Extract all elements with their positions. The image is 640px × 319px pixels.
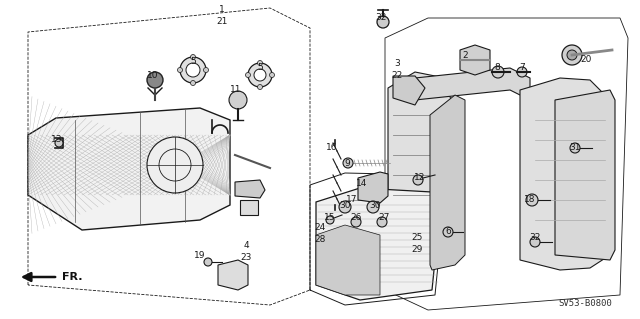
Text: SV53-B0800: SV53-B0800 bbox=[558, 299, 612, 308]
Text: 12: 12 bbox=[414, 174, 426, 182]
Text: 6: 6 bbox=[445, 227, 451, 236]
Circle shape bbox=[492, 66, 504, 78]
Text: 3: 3 bbox=[394, 58, 400, 68]
Circle shape bbox=[351, 217, 361, 227]
Circle shape bbox=[257, 85, 262, 90]
Circle shape bbox=[246, 72, 250, 78]
Text: 23: 23 bbox=[240, 254, 252, 263]
Circle shape bbox=[191, 80, 195, 85]
Text: 27: 27 bbox=[378, 213, 390, 222]
Text: 1: 1 bbox=[219, 5, 225, 14]
Polygon shape bbox=[235, 180, 265, 198]
Circle shape bbox=[55, 139, 63, 147]
Circle shape bbox=[567, 50, 577, 60]
Text: 30: 30 bbox=[369, 201, 381, 210]
Polygon shape bbox=[460, 45, 490, 75]
Polygon shape bbox=[430, 95, 465, 270]
Text: 18: 18 bbox=[524, 196, 536, 204]
Text: 32: 32 bbox=[375, 13, 387, 23]
Text: 7: 7 bbox=[519, 63, 525, 72]
Circle shape bbox=[204, 258, 212, 266]
Text: 2: 2 bbox=[462, 50, 468, 60]
Circle shape bbox=[257, 61, 262, 65]
Text: 9: 9 bbox=[344, 159, 350, 167]
Text: 15: 15 bbox=[324, 213, 336, 222]
Circle shape bbox=[229, 91, 247, 109]
Circle shape bbox=[186, 63, 200, 77]
Polygon shape bbox=[240, 200, 258, 215]
Polygon shape bbox=[555, 90, 615, 260]
Circle shape bbox=[147, 72, 163, 88]
Text: 10: 10 bbox=[147, 70, 159, 79]
Text: 29: 29 bbox=[412, 246, 422, 255]
Text: 28: 28 bbox=[314, 235, 326, 244]
Text: 22: 22 bbox=[392, 71, 403, 80]
Circle shape bbox=[343, 158, 353, 168]
Circle shape bbox=[191, 55, 195, 60]
Circle shape bbox=[367, 201, 379, 213]
Text: 11: 11 bbox=[230, 85, 242, 94]
Text: 30: 30 bbox=[339, 201, 351, 210]
Circle shape bbox=[413, 175, 423, 185]
Circle shape bbox=[177, 68, 182, 72]
Circle shape bbox=[377, 16, 389, 28]
Text: 13: 13 bbox=[51, 136, 63, 145]
Text: 25: 25 bbox=[412, 234, 422, 242]
Circle shape bbox=[443, 227, 453, 237]
Circle shape bbox=[562, 45, 582, 65]
Polygon shape bbox=[218, 260, 248, 290]
Text: 4: 4 bbox=[243, 241, 249, 250]
Polygon shape bbox=[520, 78, 610, 270]
Text: 17: 17 bbox=[346, 196, 358, 204]
Text: 32: 32 bbox=[529, 234, 541, 242]
Circle shape bbox=[180, 57, 206, 83]
Circle shape bbox=[570, 143, 580, 153]
Text: 20: 20 bbox=[580, 56, 592, 64]
Text: 5: 5 bbox=[257, 63, 263, 72]
Circle shape bbox=[248, 63, 272, 87]
Circle shape bbox=[254, 69, 266, 81]
Circle shape bbox=[269, 72, 275, 78]
Text: 21: 21 bbox=[216, 18, 228, 26]
Polygon shape bbox=[358, 172, 388, 203]
Circle shape bbox=[204, 68, 209, 72]
Polygon shape bbox=[415, 68, 530, 100]
Text: 8: 8 bbox=[494, 63, 500, 72]
Text: 14: 14 bbox=[356, 179, 368, 188]
Text: 24: 24 bbox=[314, 224, 326, 233]
Circle shape bbox=[339, 201, 351, 213]
Text: 26: 26 bbox=[350, 213, 362, 222]
Polygon shape bbox=[28, 108, 230, 230]
Polygon shape bbox=[316, 188, 440, 300]
Polygon shape bbox=[388, 72, 455, 275]
Circle shape bbox=[526, 194, 538, 206]
Polygon shape bbox=[393, 76, 425, 105]
Polygon shape bbox=[316, 225, 380, 295]
Text: 16: 16 bbox=[326, 144, 338, 152]
Circle shape bbox=[326, 216, 334, 224]
Circle shape bbox=[147, 137, 203, 193]
Text: 19: 19 bbox=[195, 251, 205, 261]
Circle shape bbox=[377, 217, 387, 227]
Circle shape bbox=[517, 67, 527, 77]
Text: 5: 5 bbox=[190, 57, 196, 66]
Text: FR.: FR. bbox=[62, 272, 83, 282]
Text: 31: 31 bbox=[569, 144, 580, 152]
Circle shape bbox=[530, 237, 540, 247]
